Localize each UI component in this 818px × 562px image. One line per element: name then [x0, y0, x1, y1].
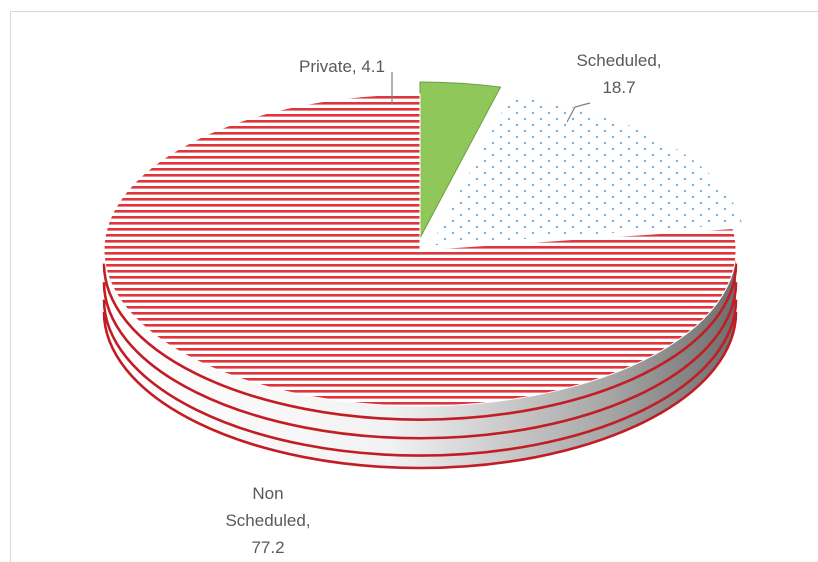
data-label-scheduled-line: Scheduled, [576, 51, 661, 70]
chart-border-left [10, 11, 11, 562]
data-label-non-scheduled-line: 77.2 [251, 538, 284, 557]
data-label-scheduled: Scheduled, 18.7 [576, 51, 661, 97]
slice-scheduled [429, 94, 744, 247]
leader-line-scheduled [566, 102, 591, 123]
data-label-non-scheduled-line: Scheduled, [225, 511, 310, 530]
data-label-non-scheduled-line: Non [252, 484, 283, 503]
data-label-private-line: Private, 4.1 [299, 57, 385, 76]
data-label-non-scheduled: Non Scheduled, 77.2 [225, 484, 310, 557]
pie-side-wall [102, 250, 738, 470]
slice-non-scheduled [103, 93, 737, 407]
data-label-scheduled-line: 18.7 [602, 78, 635, 97]
slice-private [419, 81, 502, 239]
data-label-private: Private, 4.1 [299, 57, 385, 76]
chart-border-top [10, 11, 818, 12]
